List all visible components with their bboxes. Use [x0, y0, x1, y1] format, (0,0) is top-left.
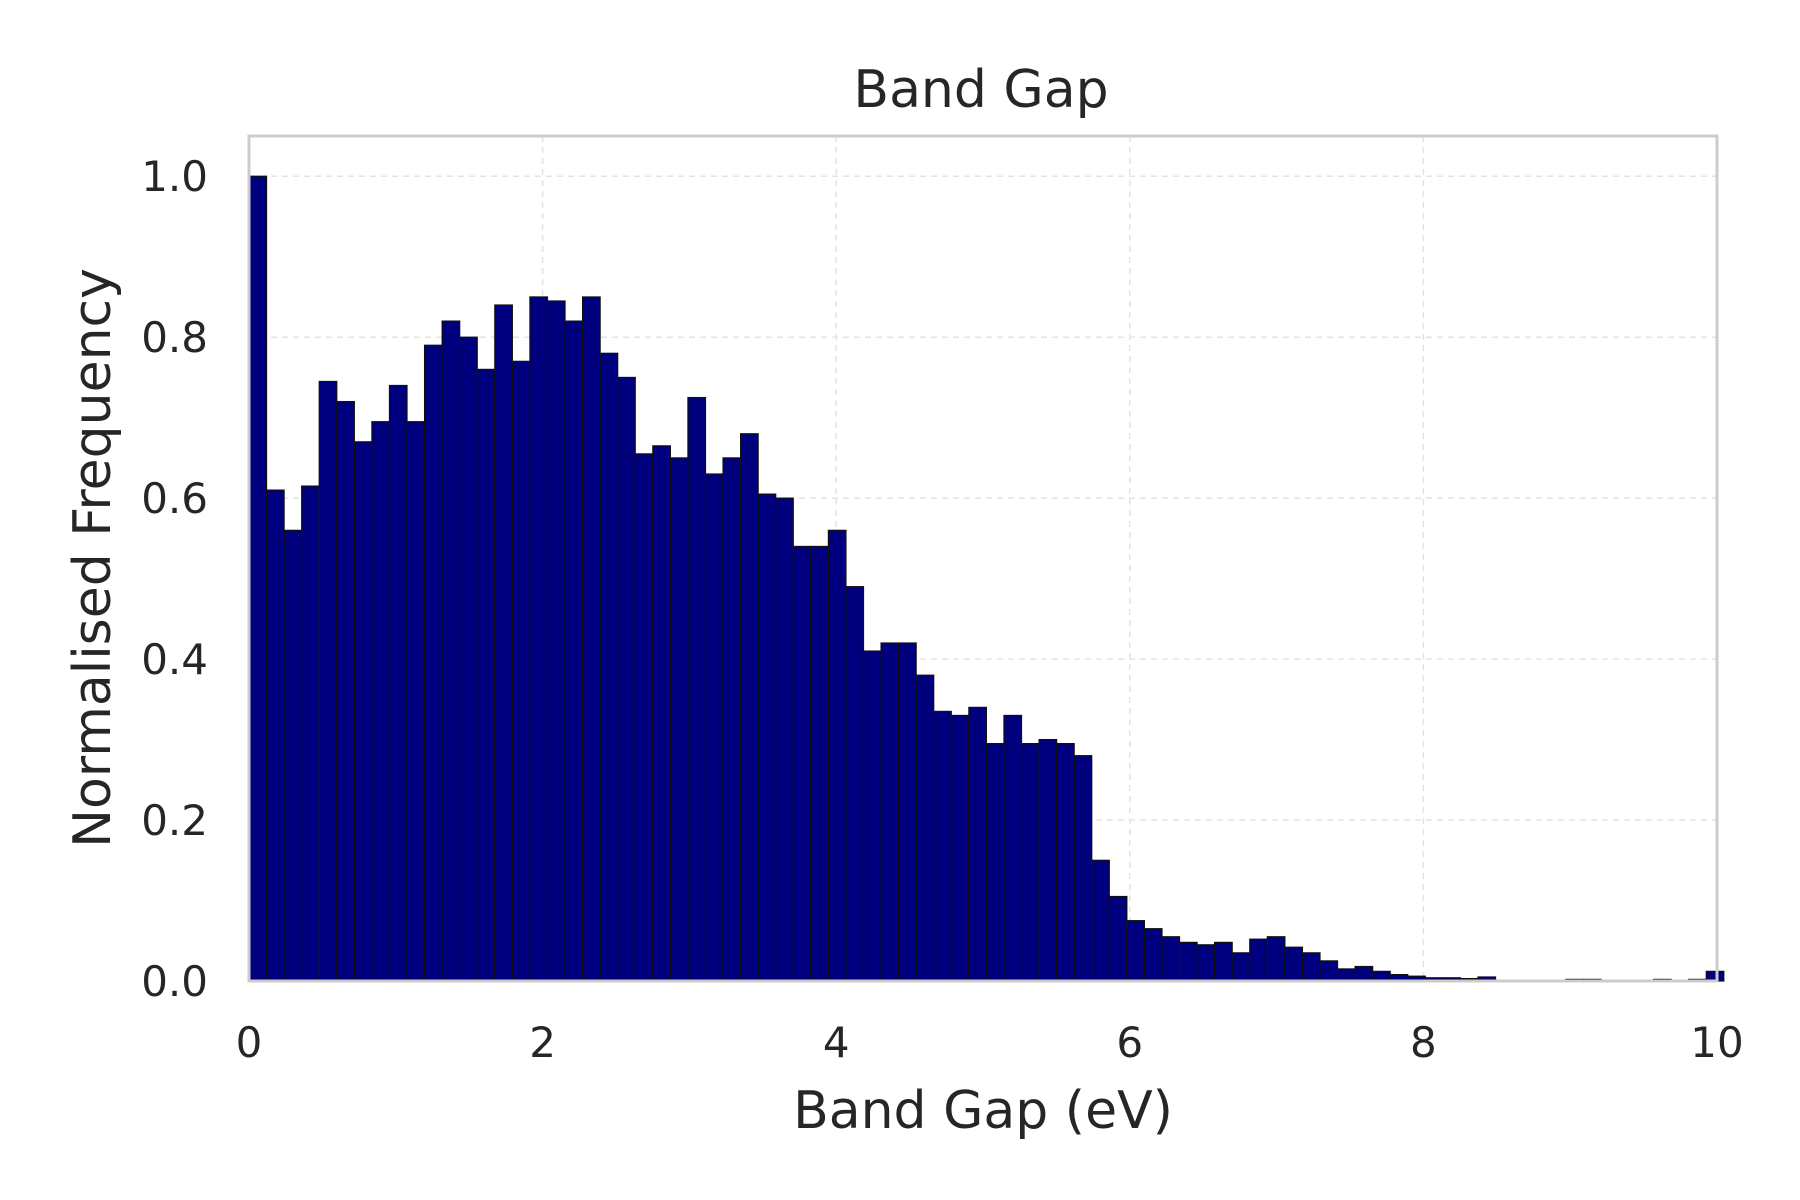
histogram-bar: [388, 384, 408, 982]
histogram-bar: [617, 376, 636, 982]
histogram-bar: [775, 497, 794, 982]
histogram-bar: [546, 300, 566, 982]
histogram-bar: [599, 352, 619, 982]
histogram-bar: [1091, 859, 1110, 982]
histogram-bar: [827, 529, 847, 982]
histogram-bar: [1126, 920, 1146, 982]
x-tick-label: 0: [236, 1018, 263, 1067]
histogram-bar: [283, 529, 303, 982]
histogram-bar: [985, 742, 1005, 982]
histogram-bar: [845, 586, 865, 982]
histogram-bar: [511, 360, 531, 982]
x-tick-label: 6: [1116, 1018, 1143, 1067]
histogram-bar: [704, 473, 724, 982]
histogram-bar: [529, 296, 549, 982]
x-axis-label: Band Gap (eV): [793, 1081, 1173, 1141]
x-tick-label: 4: [823, 1018, 850, 1067]
histogram-bar: [318, 380, 338, 982]
histogram-bar: [301, 485, 320, 982]
histogram-bar: [423, 344, 443, 982]
histogram-bar: [1301, 952, 1321, 982]
y-tick-label: 0.2: [141, 796, 208, 845]
histogram-bar: [476, 368, 496, 982]
histogram-bar: [757, 493, 777, 982]
histogram-bar: [1108, 895, 1128, 982]
histogram-bar: [1073, 755, 1093, 982]
histogram-bar: [810, 545, 829, 982]
histogram-bar: [441, 320, 461, 982]
x-tick-label: 10: [1690, 1018, 1743, 1067]
chart-title: Band Gap: [853, 60, 1108, 120]
histogram-bar: [740, 433, 759, 982]
histogram-bar: [265, 489, 285, 982]
y-tick-label: 0.6: [141, 474, 208, 523]
histogram-bar: [564, 320, 584, 982]
histogram-bar: [459, 336, 478, 982]
histogram-bar: [494, 304, 513, 982]
histogram-bar: [1214, 941, 1233, 982]
histogram-bar: [1161, 936, 1181, 982]
histogram-bars: [248, 175, 1725, 982]
histogram-bar: [1249, 938, 1268, 982]
histogram-bar: [652, 445, 671, 982]
histogram-bar: [880, 642, 900, 982]
y-tick-label: 0.8: [141, 313, 208, 362]
histogram-bar: [1354, 965, 1374, 982]
histogram-bar: [915, 674, 935, 982]
histogram-bar: [248, 175, 268, 982]
histogram-bar: [792, 545, 812, 982]
histogram-bar: [634, 453, 654, 982]
histogram-bar: [687, 396, 707, 982]
histogram-bar: [1178, 941, 1198, 982]
histogram-bar: [1056, 742, 1075, 982]
histogram-bar: [968, 706, 988, 982]
histogram-bar: [1319, 960, 1339, 982]
x-tick-label: 2: [529, 1018, 556, 1067]
histogram-bar: [1266, 936, 1286, 982]
histogram-bar: [581, 296, 601, 982]
histogram-bar: [669, 457, 689, 982]
histogram-bar: [1143, 928, 1163, 982]
histogram-bar: [898, 642, 917, 982]
histogram-bar: [1020, 742, 1040, 982]
y-tick-label: 0.4: [141, 635, 208, 684]
histogram-bar: [1003, 714, 1023, 982]
y-axis-label: Normalised Frequency: [63, 268, 123, 848]
plot-frame: [247, 134, 1719, 983]
histogram-bar: [1336, 968, 1356, 982]
histogram-bar: [1038, 738, 1058, 982]
histogram-bar: [336, 400, 355, 982]
x-tick-label: 8: [1410, 1018, 1437, 1067]
histogram-bar: [406, 421, 426, 982]
histogram-bar: [722, 457, 742, 982]
y-tick-label: 0.0: [141, 957, 208, 1006]
histogram-bar: [933, 710, 952, 982]
histogram-bar: [1284, 946, 1304, 982]
histogram-bar: [353, 441, 373, 982]
histogram-bar: [1231, 952, 1251, 982]
histogram-bar: [1196, 944, 1216, 982]
x-axis-ticks: 0 2 4 6 8 10: [236, 1018, 1744, 1067]
y-axis-ticks: 0.0 0.2 0.4 0.6 0.8 1.0: [141, 152, 208, 1006]
histogram-bar: [950, 714, 970, 982]
histogram-bar: [371, 421, 391, 982]
y-tick-label: 1.0: [141, 152, 208, 201]
histogram-bar: [862, 650, 882, 982]
